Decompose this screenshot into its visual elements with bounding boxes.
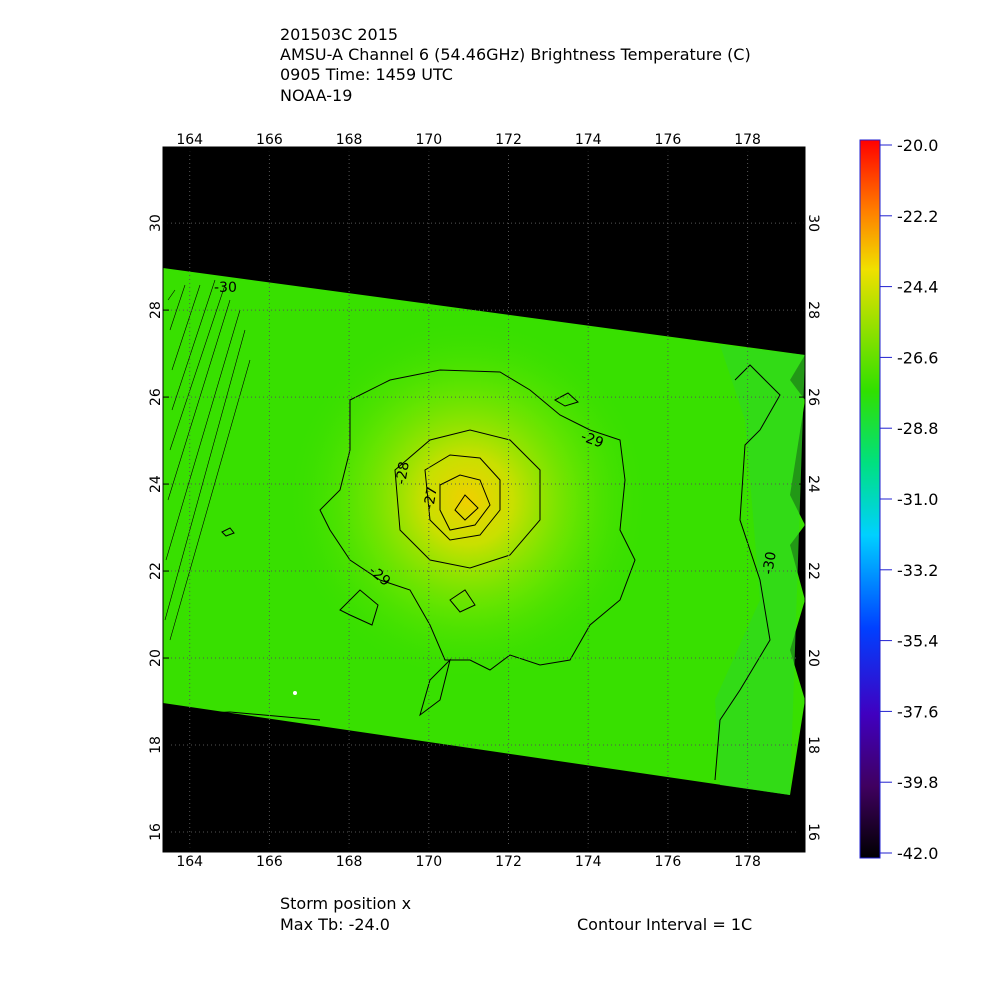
- x-tick-label: 170: [415, 132, 442, 148]
- colorbar-tick-label: -31.0: [897, 490, 938, 509]
- colorbar-tick-label: -35.4: [897, 632, 938, 651]
- x-tick-label: 176: [655, 132, 682, 148]
- y-tick-label: 28: [148, 301, 164, 319]
- y-tick-label: 22: [805, 562, 821, 580]
- x-tick-label: 168: [336, 132, 363, 148]
- warm-core: [163, 268, 805, 795]
- plot-frame: [162, 146, 806, 853]
- map-field: -30 -29 -28 -27 -29 -30: [163, 147, 805, 852]
- colorbar-tick-label: -42.0: [897, 844, 938, 863]
- x-tick-label: 178: [734, 132, 761, 148]
- title-line: AMSU-A Channel 6 (54.46GHz) Brightness T…: [280, 45, 751, 64]
- x-tick-label: 168: [336, 854, 363, 870]
- y-tick-label: 28: [805, 301, 821, 319]
- marker: [293, 691, 297, 695]
- colorbar: [859, 139, 881, 859]
- contours: [163, 364, 781, 781]
- x-tick-label: 174: [575, 132, 602, 148]
- storm-position: Storm position x: [280, 894, 411, 913]
- colorbar-tick-label: -26.6: [897, 348, 938, 367]
- contour-label: -29: [579, 429, 606, 452]
- x-tick-label: 164: [176, 854, 203, 870]
- header: 201503C 2015 AMSU-A Channel 6 (54.46GHz)…: [280, 25, 751, 105]
- x-tick-label: 178: [734, 854, 761, 870]
- colorbar-tick-label: -28.8: [897, 419, 938, 438]
- axes: 164 164 166 166 168 168 170 170 172 172 174 174 176 1…: [148, 132, 821, 870]
- colorbar-tick-label: -24.4: [897, 278, 938, 297]
- y-tick-label: 18: [148, 736, 164, 754]
- y-tick-label: 24: [805, 475, 821, 493]
- title-line: 201503C 2015: [280, 25, 398, 44]
- x-tick-label: 174: [575, 854, 602, 870]
- y-tick-label: 22: [148, 562, 164, 580]
- colorbar-tick-label: -22.2: [897, 207, 938, 226]
- colorbar-tick-label: -33.2: [897, 561, 938, 580]
- y-tick-label: 24: [148, 475, 164, 493]
- y-tick-label: 20: [805, 649, 821, 667]
- contour-label: -27: [421, 485, 441, 510]
- y-tick-label: 26: [805, 388, 821, 406]
- contour-label: -28: [393, 460, 413, 485]
- x-tick-label: 172: [495, 132, 522, 148]
- x-tick-label: 172: [495, 854, 522, 870]
- y-tick-label: 30: [148, 214, 164, 232]
- y-tick-label: 18: [805, 736, 821, 754]
- contour-interval: Contour Interval = 1C: [577, 915, 752, 934]
- title-line: 0905 Time: 1459 UTC: [280, 65, 453, 84]
- y-tick-label: 30: [805, 214, 821, 232]
- y-tick-label: 26: [148, 388, 164, 406]
- y-tick-label: 20: [148, 649, 164, 667]
- x-tick-label: 164: [176, 132, 203, 148]
- colorbar-tick-label: -37.6: [897, 702, 938, 721]
- y-tick-label: 16: [805, 823, 821, 841]
- contour-label: -30: [760, 550, 780, 575]
- colorbar-tick-label: -39.8: [897, 773, 938, 792]
- max-tb: Max Tb: -24.0: [280, 915, 390, 934]
- grid: [163, 147, 805, 852]
- x-tick-label: 166: [256, 132, 283, 148]
- edge-hatch: [164, 279, 251, 641]
- colorbar-tick-label: -20.0: [897, 136, 938, 155]
- contour-label: -30: [214, 280, 237, 296]
- x-tick-label: 176: [655, 854, 682, 870]
- colorbar-ticks: -20.0 -22.2 -24.4 -26.6 -28.8 -31.0 -33.2 -35.4…: [880, 136, 938, 863]
- x-tick-label: 166: [256, 854, 283, 870]
- y-tick-label: 16: [148, 823, 164, 841]
- footer: Storm position x Max Tb: -24.0 Contour I…: [280, 894, 752, 934]
- title-line: NOAA-19: [280, 86, 352, 105]
- x-tick-label: 170: [415, 854, 442, 870]
